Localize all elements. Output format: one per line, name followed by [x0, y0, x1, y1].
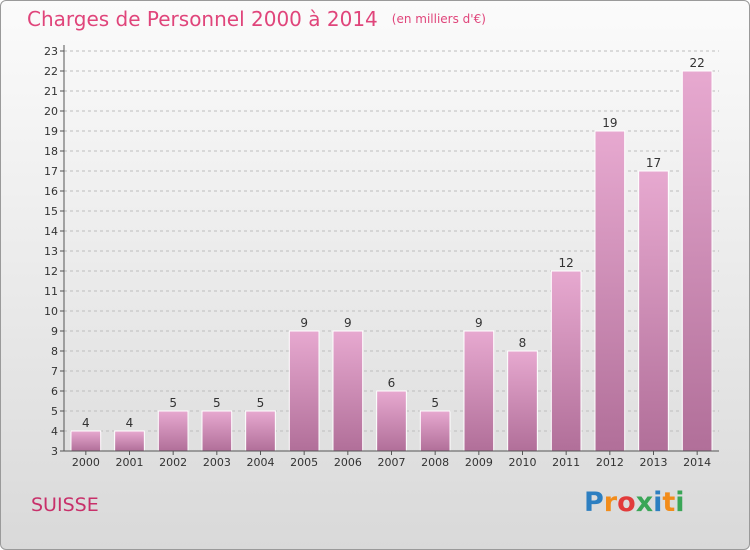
bar-value-label: 5	[213, 396, 221, 410]
y-tick-label: 9	[51, 325, 58, 338]
y-tick-label: 3	[51, 445, 58, 458]
y-tick-label: 13	[44, 245, 58, 258]
bar	[594, 130, 626, 452]
x-tick-label: 2004	[247, 456, 275, 469]
y-tick-label: 22	[44, 65, 58, 78]
y-tick-label: 5	[51, 405, 58, 418]
x-tick-label: 2002	[159, 456, 187, 469]
bar	[201, 410, 233, 452]
logo-letter: i	[675, 487, 685, 518]
y-tick-label: 4	[51, 425, 58, 438]
region-label: SUISSE	[31, 494, 99, 516]
x-tick-label: 2010	[509, 456, 537, 469]
x-tick-label: 2005	[290, 456, 318, 469]
y-tick-label: 18	[44, 145, 58, 158]
y-tick-label: 23	[44, 45, 58, 58]
bar-value-label: 12	[559, 256, 574, 270]
bar-value-label: 8	[519, 336, 527, 350]
bar-value-label: 5	[169, 396, 177, 410]
bar-value-label: 5	[431, 396, 439, 410]
bar	[376, 390, 407, 452]
y-tick-label: 11	[44, 285, 58, 298]
x-tick-label: 2012	[596, 456, 624, 469]
logo-letter: x	[635, 487, 654, 518]
y-tick-label: 14	[44, 225, 58, 238]
y-tick-label: 19	[44, 125, 58, 138]
bar	[114, 430, 145, 452]
logo-letter: o	[617, 487, 636, 518]
bar	[332, 330, 364, 452]
logo-letter: i	[653, 487, 663, 518]
x-tick-label: 2006	[334, 456, 362, 469]
x-tick-label: 2007	[378, 456, 406, 469]
y-tick-label: 8	[51, 345, 58, 358]
chart-title: Charges de Personnel 2000 à 2014 (en mill…	[27, 7, 486, 31]
x-tick-label: 2009	[465, 456, 493, 469]
x-tick-label: 2008	[421, 456, 449, 469]
bar	[638, 170, 669, 452]
y-tick-label: 17	[44, 165, 58, 178]
bar-value-label: 6	[388, 376, 396, 390]
chart-title-text: Charges de Personnel 2000 à 2014	[27, 7, 378, 31]
bar	[507, 350, 538, 452]
x-tick-label: 2000	[72, 456, 100, 469]
logo-letter: r	[603, 487, 618, 518]
x-tick-label: 2003	[203, 456, 231, 469]
bar-value-label: 22	[690, 56, 705, 70]
y-tick-label: 6	[51, 385, 58, 398]
x-tick-label: 2011	[552, 456, 580, 469]
x-tick-label: 2013	[640, 456, 668, 469]
bar-value-label: 9	[344, 316, 352, 330]
bar	[550, 270, 582, 452]
logo-letter: t	[662, 487, 676, 518]
bar-value-label: 9	[300, 316, 308, 330]
bar-value-label: 5	[257, 396, 265, 410]
x-tick-label: 2014	[683, 456, 711, 469]
bar-value-label: 4	[126, 416, 134, 430]
y-tick-label: 7	[51, 365, 58, 378]
bar-value-label: 17	[646, 156, 661, 170]
proxiti-logo: Proxiti	[584, 487, 685, 518]
y-tick-label: 12	[44, 265, 58, 278]
y-tick-label: 10	[44, 305, 58, 318]
y-tick-label: 16	[44, 185, 58, 198]
chart-subtitle: (en milliers d'€)	[391, 12, 486, 26]
bar	[245, 410, 276, 452]
bar	[419, 410, 451, 452]
y-tick-label: 15	[44, 205, 58, 218]
bar	[157, 410, 189, 452]
bars: 4 4 5 5 5 9 9 6 5 9 8 12 19 17 22	[70, 56, 713, 452]
y-tick-label: 21	[44, 85, 58, 98]
bar	[681, 70, 713, 452]
bar-value-label: 19	[602, 116, 617, 130]
bar	[288, 330, 320, 452]
x-tick-label: 2001	[116, 456, 144, 469]
bar	[70, 430, 102, 452]
bar	[463, 330, 495, 452]
y-tick-label: 20	[44, 105, 58, 118]
logo-letter: P	[584, 487, 604, 518]
bar-value-label: 9	[475, 316, 483, 330]
bar-value-label: 4	[82, 416, 90, 430]
axes: 3 4 5 6 7 8 9 10 11 12 13 14 15 16 17 18 19 20 21 22 23 2000 2…	[44, 45, 719, 469]
